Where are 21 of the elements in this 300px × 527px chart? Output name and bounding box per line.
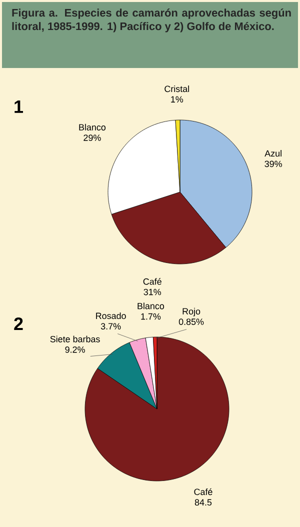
data-label: 39% — [264, 160, 282, 168]
slice-label: Cristal — [164, 85, 189, 92]
slice-label: Café — [194, 488, 212, 496]
slice-label: Azul — [264, 150, 282, 157]
slice-label: Rojo — [182, 308, 200, 316]
slice-label: Café — [143, 278, 162, 285]
data-label: 0.85% — [178, 318, 204, 325]
slice-label: Blanco — [79, 124, 106, 130]
slice-label: Blanco — [138, 302, 164, 310]
data-label: 31% — [144, 288, 162, 296]
data-label: 3.7% — [100, 323, 121, 330]
slice-label: Siete barbas — [50, 336, 100, 342]
data-label: 9.2% — [65, 346, 85, 353]
text: 2 — [14, 318, 23, 330]
data-label: 1.7% — [141, 313, 161, 320]
data-label: 84.5 — [194, 499, 212, 506]
chart-title: Figura a. Especies de camarón aprovechadas según litoral, 1985-1999. 1) Pacífico y 2) Golfo de México. — [12, 8, 291, 32]
text: 1 — [14, 100, 24, 113]
data-label: 1% — [171, 96, 184, 102]
data-label: 29% — [84, 134, 101, 141]
slice-label: Rosado — [96, 312, 126, 320]
